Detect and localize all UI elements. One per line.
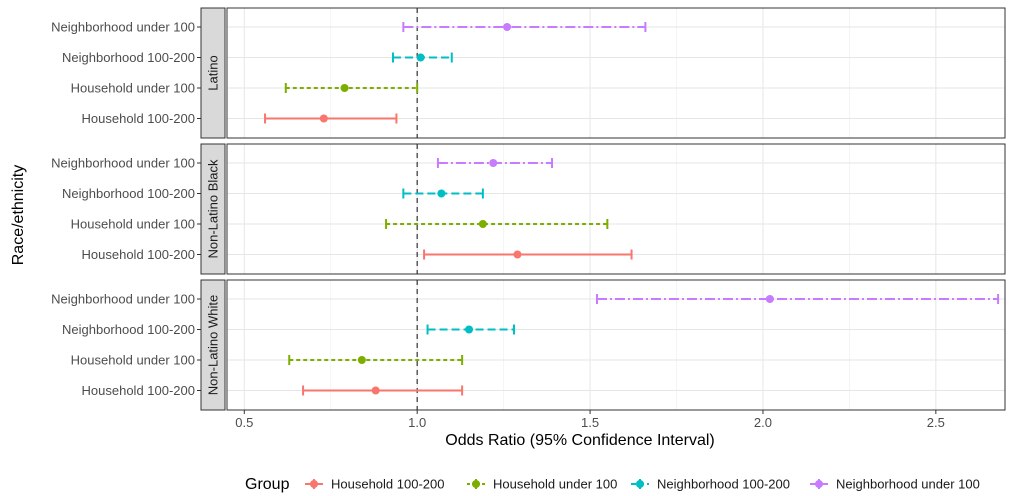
x-tick-label: 1.5: [581, 415, 599, 430]
y-tick-label: Neighborhood under 100: [51, 292, 195, 307]
y-tick-label: Household under 100: [71, 81, 195, 96]
panel-background: [227, 144, 1005, 274]
odds-ratio-point: [357, 356, 366, 364]
legend-key: [810, 479, 828, 489]
panel-border: [226, 143, 1006, 275]
odds-ratio-point: [371, 386, 380, 395]
legend-key: [467, 479, 485, 489]
legend-key: [305, 479, 323, 489]
x-tick-label: 0.5: [235, 415, 253, 430]
odds-ratio-point: [503, 23, 512, 31]
y-tick-label: Household 100-200: [82, 111, 195, 126]
y-tick-label: Neighborhood 100-200: [62, 186, 195, 201]
y-tick-label: Neighborhood under 100: [51, 156, 195, 171]
x-axis-title: Odds Ratio (95% Confidence Interval): [445, 432, 714, 449]
legend-key-point: [310, 480, 318, 488]
legend-item-label: Household 100-200: [331, 477, 444, 492]
strip-background: [200, 143, 226, 275]
y-tick-label: Neighborhood 100-200: [62, 50, 195, 65]
odds-ratio-point: [489, 159, 498, 167]
odds-ratio-point: [319, 114, 328, 123]
panel-border: [226, 279, 1006, 411]
x-axis: 0.5 1.0 1.5 2.0 2.5: [235, 410, 945, 430]
legend-key-point: [815, 480, 823, 488]
y-tick-label: Neighborhood under 100: [51, 20, 195, 35]
legend-key-point: [472, 480, 480, 488]
strip-background: [200, 279, 226, 411]
y-tick-label: Household 100-200: [82, 383, 195, 398]
odds-ratio-point: [513, 250, 522, 259]
panel-border: [226, 7, 1006, 139]
legend-item-label: Neighborhood 100-200: [657, 477, 790, 492]
y-tick-label: Neighborhood 100-200: [62, 322, 195, 337]
y-tick-label: Household under 100: [71, 353, 195, 368]
legend-item-label: Neighborhood under 100: [836, 477, 980, 492]
legend-title: Group: [245, 476, 290, 493]
facet-panel: Non-Latino Black Neighborhood under 100 Ne…: [51, 143, 1006, 275]
strip-label: Non-Latino White: [206, 295, 221, 395]
strip-background: [200, 7, 226, 139]
facet-panels: Latino Neighborhood under 100 Neighborhood…: [51, 7, 1006, 411]
y-tick-label: Household 100-200: [82, 247, 195, 262]
odds-ratio-point: [465, 325, 474, 334]
legend-item-label: Household under 100: [493, 477, 617, 492]
y-axis-title: Race/ethnicity: [10, 165, 27, 266]
legend: Group Household 100-200 Household under 1…: [245, 476, 980, 493]
legend-key-point: [636, 480, 644, 488]
odds-ratio-point: [478, 220, 487, 228]
strip-label: Non-Latino Black: [206, 159, 221, 258]
strip-label: Latino: [206, 55, 221, 90]
y-tick-label: Household under 100: [71, 217, 195, 232]
x-tick-label: 2.5: [927, 415, 945, 430]
odds-ratio-point: [765, 295, 774, 303]
facet-panel: Latino Neighborhood under 100 Neighborhood…: [51, 7, 1006, 139]
legend-key: [631, 479, 649, 489]
odds-ratio-point: [437, 189, 446, 198]
panel-background: [227, 280, 1005, 410]
panel-background: [227, 8, 1005, 138]
x-tick-label: 2.0: [754, 415, 772, 430]
x-tick-label: 1.0: [408, 415, 426, 430]
odds-ratio-point: [340, 84, 349, 92]
odds-ratio-point: [416, 53, 425, 62]
facet-panel: Non-Latino White Neighborhood under 100 Ne…: [51, 279, 1006, 411]
